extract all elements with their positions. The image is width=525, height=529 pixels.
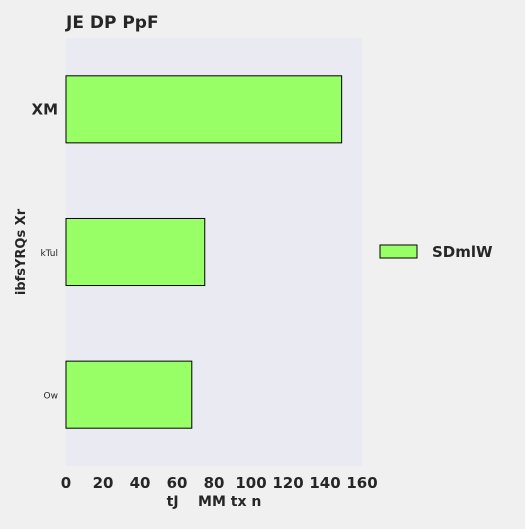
y-tick-label-2: Ow	[44, 392, 58, 402]
y-axis-label: ibfsYRQs Xr	[14, 208, 29, 295]
bars-layer	[65, 75, 343, 429]
x-tick-label-8: 160	[346, 474, 377, 492]
x-axis-label: tJ MM tx n	[167, 494, 262, 510]
x-tick-label-7: 140	[309, 474, 340, 492]
y-tick-label-1: kTul	[40, 249, 58, 259]
bar-1	[65, 217, 206, 287]
legend-label: SDmlW	[432, 243, 493, 261]
bar-2	[65, 360, 193, 429]
y-tick-label-0: XM	[32, 100, 59, 118]
y-tick-labels: XM kTul Ow	[32, 100, 59, 401]
x-tick-label-2: 40	[130, 474, 151, 492]
x-tick-label-1: 20	[93, 474, 114, 492]
x-tick-label-4: 80	[204, 474, 225, 492]
x-tick-label-0: 0	[61, 474, 71, 492]
x-tick-labels: 0 20 40 60 80 100 120 140 160	[61, 474, 378, 492]
bar-0	[65, 75, 343, 144]
x-tick-label-6: 120	[272, 474, 303, 492]
legend-swatch	[379, 244, 418, 259]
x-tick-label-5: 100	[235, 474, 266, 492]
x-tick-label-3: 60	[167, 474, 188, 492]
chart-title: JE DP PpF	[65, 13, 159, 33]
legend: SDmlW	[379, 243, 493, 261]
